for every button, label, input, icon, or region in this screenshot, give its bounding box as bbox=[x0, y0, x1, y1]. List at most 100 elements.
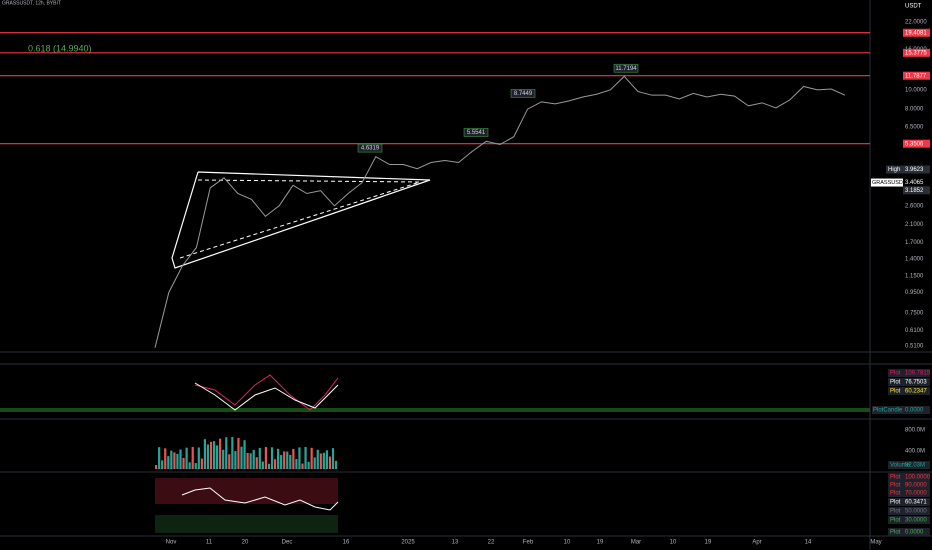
x-tick-label: 16 bbox=[343, 540, 350, 546]
x-tick-label: Nov bbox=[166, 540, 177, 546]
volume-bar bbox=[304, 447, 307, 469]
fib-label: 0.618 (14.9940) bbox=[28, 43, 92, 53]
pane-tag bbox=[888, 369, 930, 377]
annotation-box bbox=[510, 89, 536, 98]
level-label: 5.3506 bbox=[905, 141, 924, 147]
volume-bar bbox=[270, 447, 274, 469]
annotation: 11.7194 bbox=[615, 66, 637, 72]
volume-bar bbox=[310, 447, 313, 469]
volume-bar bbox=[261, 461, 264, 469]
pane-label-name: Plot bbox=[890, 491, 901, 497]
pane-label-value: 60.2347 bbox=[905, 389, 927, 395]
x-tick-label: 22 bbox=[488, 540, 495, 546]
volume-bar bbox=[212, 441, 216, 469]
pane-label-value: 100.0000 bbox=[905, 475, 931, 481]
oversold-zone bbox=[155, 515, 338, 533]
level-tag bbox=[903, 28, 930, 37]
x-tick-label: 13 bbox=[452, 540, 459, 546]
pane-label-value: 76.7503 bbox=[905, 380, 927, 386]
pane-tag bbox=[872, 406, 930, 414]
volume-bar bbox=[158, 447, 161, 469]
volume-bar bbox=[277, 448, 280, 469]
annotation-box bbox=[613, 63, 639, 73]
volume-bars bbox=[155, 437, 338, 469]
high-value: 3.9623 bbox=[905, 167, 924, 173]
annotation-box bbox=[463, 128, 489, 137]
volume-bar bbox=[203, 439, 206, 469]
volume-bar bbox=[313, 457, 316, 469]
x-tick-label: 19 bbox=[705, 540, 712, 546]
volume-bar bbox=[194, 463, 197, 469]
volume-bar bbox=[255, 457, 258, 469]
y-tick-label: 0.6100 bbox=[905, 328, 924, 334]
y-tick-label: 2.6000 bbox=[905, 203, 924, 209]
pane-tag bbox=[888, 473, 930, 481]
volume-bar bbox=[176, 453, 179, 469]
volume-bar bbox=[252, 449, 255, 469]
volume-bar bbox=[301, 463, 304, 469]
pane-label-value: 30.0000 bbox=[905, 518, 927, 524]
volume-bar bbox=[273, 459, 277, 469]
low-tag bbox=[903, 186, 930, 195]
level-label: 15.3775 bbox=[905, 50, 927, 56]
pane-tag bbox=[888, 498, 930, 506]
x-tick-label: Apr bbox=[752, 540, 761, 546]
y-tick-label: 22.0000 bbox=[905, 20, 927, 26]
level-tag bbox=[903, 71, 930, 80]
x-tick-label: 10 bbox=[670, 540, 677, 546]
low-value: 3.1852 bbox=[905, 188, 924, 194]
last-name-tag bbox=[871, 178, 903, 187]
volume-bar bbox=[170, 450, 173, 469]
pane-label-value: 109.7815 bbox=[905, 371, 931, 377]
pane-tag bbox=[888, 387, 930, 395]
x-tick-label: 2025 bbox=[401, 540, 415, 546]
volume-bar bbox=[249, 453, 252, 469]
volume-bar bbox=[206, 444, 210, 469]
pane-label-value: 90.0000 bbox=[905, 483, 927, 489]
volume-bar bbox=[219, 438, 222, 469]
annotation: 4.6319 bbox=[361, 146, 380, 152]
volume-bar bbox=[191, 447, 194, 469]
last-name: GRASSUSDT bbox=[872, 180, 907, 186]
pane-label-value: 70.0000 bbox=[905, 491, 927, 497]
y-tick-label: 10.0000 bbox=[905, 87, 927, 93]
volume-bar bbox=[331, 448, 335, 469]
x-tick-label: Feb bbox=[523, 540, 534, 546]
level-label: 19.4081 bbox=[905, 30, 927, 36]
volume-bar bbox=[267, 463, 271, 469]
y-tick-label: 8.0000 bbox=[905, 107, 924, 113]
volume-bar bbox=[182, 457, 185, 469]
volume-bar bbox=[234, 451, 237, 469]
pane-label-name: Plot bbox=[890, 389, 901, 395]
volume-bar bbox=[164, 448, 167, 469]
volume-bar bbox=[216, 445, 219, 469]
high-name-tag bbox=[886, 165, 903, 174]
pane-tag bbox=[888, 378, 930, 386]
x-tick-label: 20 bbox=[242, 540, 249, 546]
pane-tag bbox=[888, 489, 930, 497]
y-tick-label: 0.5100 bbox=[905, 344, 924, 350]
volume-bar bbox=[197, 447, 200, 469]
x-tick-label: 11 bbox=[206, 540, 213, 546]
pane-label-value: 82.03M bbox=[905, 463, 925, 469]
annotation: 5.5541 bbox=[467, 130, 486, 136]
volume-bar bbox=[173, 452, 176, 469]
high-tag bbox=[903, 165, 930, 174]
volume-bar bbox=[283, 451, 286, 469]
x-tick-label: Dec bbox=[282, 540, 293, 546]
annotation: 8.7449 bbox=[514, 91, 533, 97]
pane-label-name: Plot bbox=[890, 530, 901, 536]
level-tag bbox=[903, 139, 930, 148]
volume-bar bbox=[280, 455, 283, 469]
volume-bar bbox=[258, 447, 261, 469]
volume-bar bbox=[292, 448, 295, 469]
pane-tag bbox=[888, 461, 930, 469]
candle-band bbox=[0, 408, 870, 412]
pane-label-name: Plot bbox=[890, 509, 901, 515]
y-tick-label: 1.7000 bbox=[905, 240, 924, 246]
volume-bar bbox=[319, 453, 322, 469]
level-tag bbox=[903, 48, 930, 57]
volume-bar bbox=[155, 465, 158, 469]
indicator-curve bbox=[194, 382, 339, 411]
